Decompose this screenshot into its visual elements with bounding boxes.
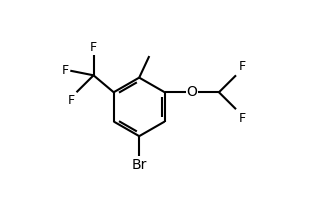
Text: O: O (186, 85, 197, 99)
Text: Br: Br (132, 158, 147, 173)
Text: F: F (62, 64, 69, 77)
Text: F: F (238, 112, 245, 125)
Text: F: F (238, 60, 245, 73)
Text: F: F (68, 94, 75, 107)
Text: F: F (90, 41, 97, 54)
